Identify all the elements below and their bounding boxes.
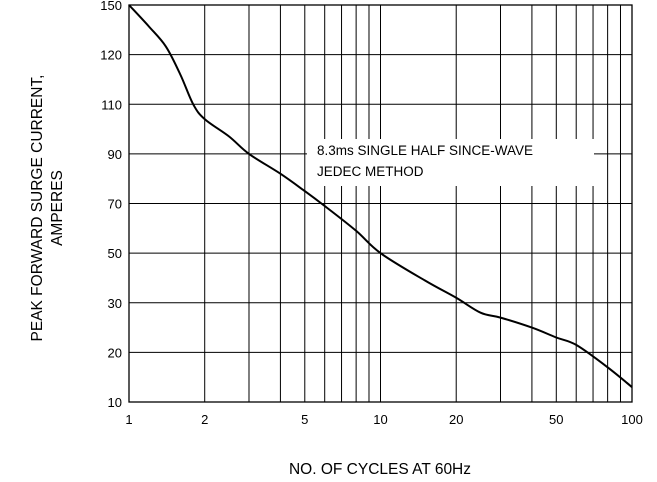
x-tick-label: 20	[449, 412, 463, 427]
y-axis-title-line-2: AMPERES	[49, 170, 66, 246]
y-tick-label: 70	[108, 197, 122, 212]
y-tick-label: 150	[100, 0, 122, 13]
y-tick-label: 30	[108, 296, 122, 311]
plot-frame	[128, 4, 633, 403]
x-axis-title: NO. OF CYCLES AT 60Hz	[289, 461, 471, 478]
x-tick-label: 5	[301, 412, 308, 427]
y-tick-label: 10	[108, 395, 122, 410]
annotation-line-2: JEDEC METHOD	[317, 164, 424, 179]
y-tick-label: 90	[108, 147, 122, 162]
y-tick-label: 20	[108, 345, 122, 360]
y-axis-title-line-1: PEAK FORWARD SURGE CURRENT,	[29, 75, 46, 342]
x-tick-label: 10	[373, 412, 387, 427]
series-group	[128, 4, 633, 388]
surge-current-curve	[128, 4, 633, 388]
annotation-line-1: 8.3ms SINGLE HALF SINCE-WAVE	[317, 143, 533, 158]
x-tick-label: 2	[201, 412, 208, 427]
y-tick-label: 110	[101, 97, 122, 112]
tick-labels: 10 20 30 50 70 90 110 120 150 1 2 5 10 20 50 100	[100, 0, 643, 427]
x-tick-label: 100	[621, 412, 643, 427]
x-tick-label: 1	[125, 412, 132, 427]
y-tick-label: 120	[100, 48, 122, 63]
grid	[129, 5, 632, 402]
annotation-background	[307, 139, 594, 186]
x-tick-label: 50	[549, 412, 563, 427]
y-tick-label: 50	[108, 246, 122, 261]
